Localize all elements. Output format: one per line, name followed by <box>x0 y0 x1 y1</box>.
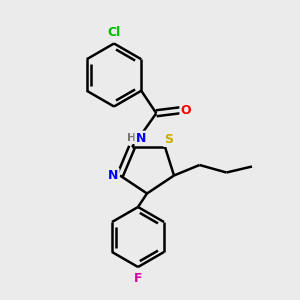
Text: O: O <box>180 104 191 117</box>
Text: Cl: Cl <box>107 26 121 39</box>
Text: F: F <box>134 272 142 285</box>
Text: N: N <box>108 169 118 182</box>
Text: S: S <box>164 133 173 146</box>
Text: H: H <box>127 133 136 143</box>
Text: N: N <box>136 132 146 145</box>
